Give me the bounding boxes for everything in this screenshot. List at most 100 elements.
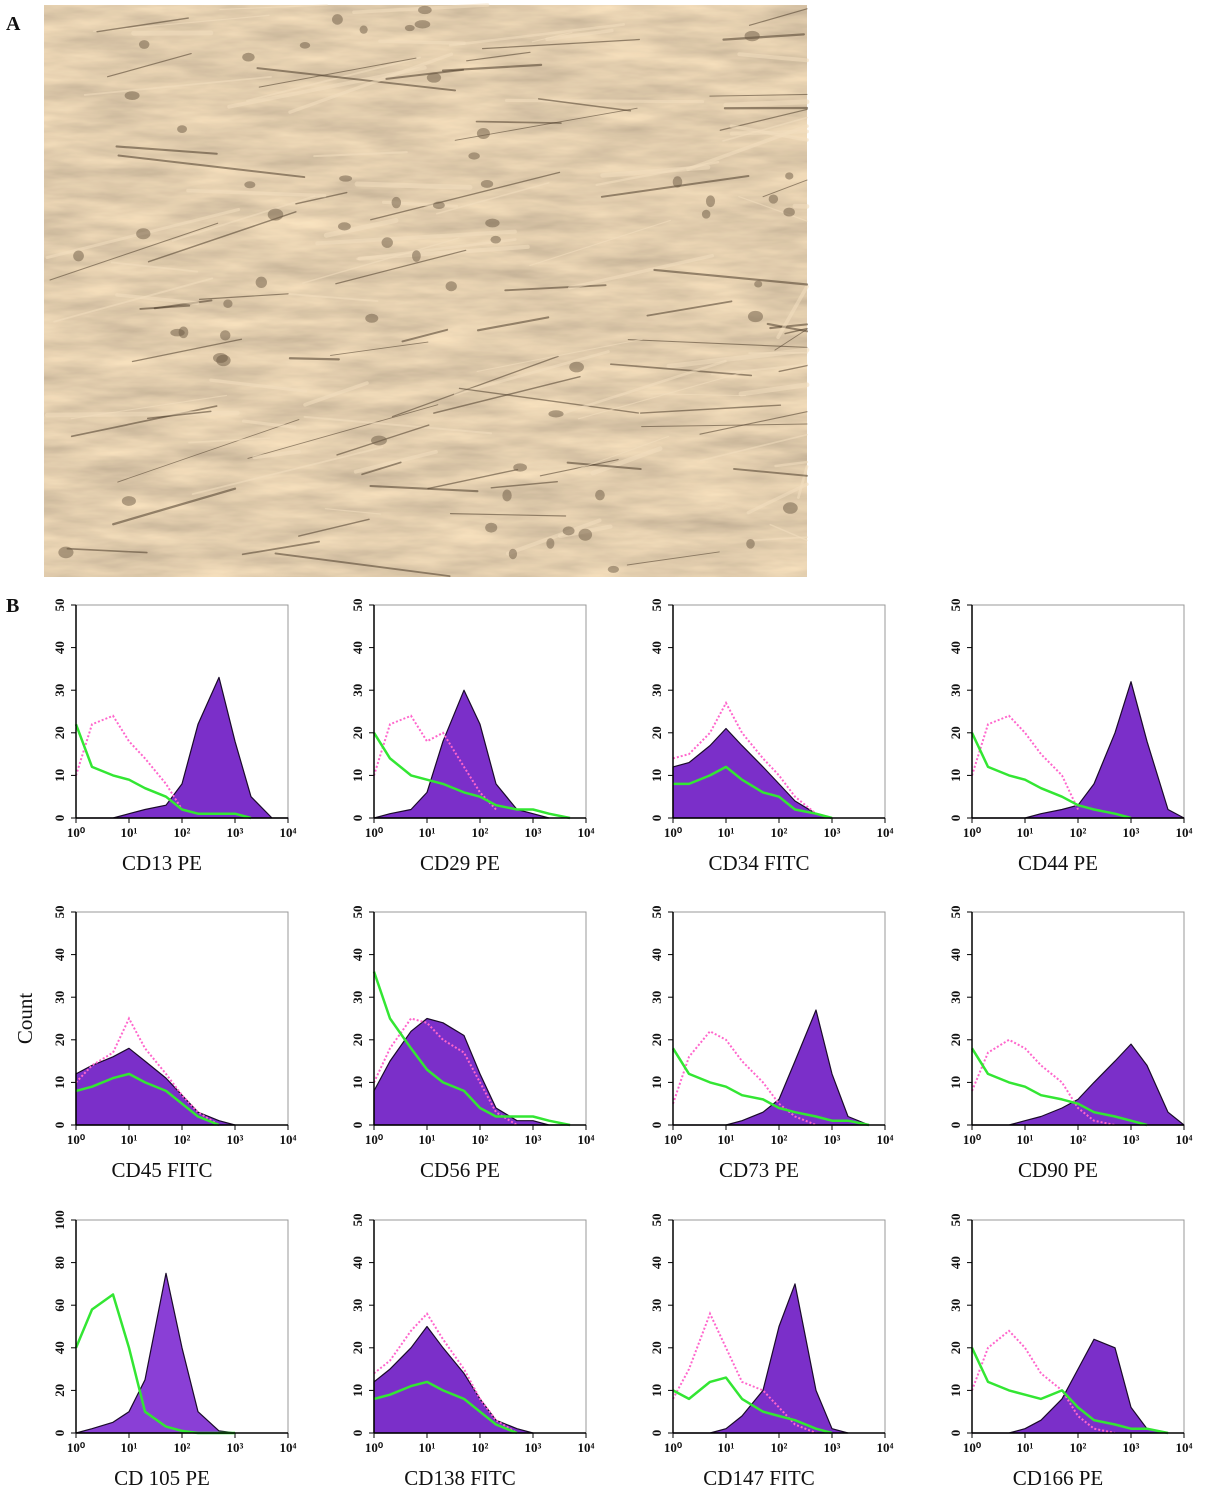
cell-nucleus — [509, 549, 517, 559]
x-axis-label: CD45 FITC — [112, 1158, 213, 1182]
cell-nucleus — [339, 175, 352, 181]
x-tick-label: 10³ — [525, 1440, 542, 1455]
y-tick-label: 0 — [52, 1122, 67, 1129]
y-tick-label: 0 — [52, 1430, 67, 1437]
x-tick-label: 10⁴ — [1176, 825, 1193, 840]
x-tick-label: 10² — [1070, 825, 1087, 840]
cell-nucleus — [371, 436, 387, 446]
y-tick-label: 60 — [52, 1299, 67, 1312]
cell-nucleus — [769, 194, 779, 203]
y-tick-label: 50 — [649, 1214, 664, 1227]
y-tick-label: 50 — [350, 599, 365, 612]
cell-nucleus — [706, 195, 715, 207]
micrograph — [44, 5, 807, 577]
cell-nucleus — [546, 538, 554, 549]
x-tick-label: 10² — [771, 1440, 788, 1455]
y-tick-label: 100 — [52, 1210, 67, 1230]
y-tick-label: 50 — [350, 906, 365, 919]
cell-nucleus — [745, 31, 760, 41]
x-tick-label: 10⁰ — [67, 1132, 86, 1147]
y-tick-label: 40 — [350, 1256, 365, 1269]
x-tick-label: 10² — [771, 1132, 788, 1147]
x-tick-label: 10³ — [227, 1440, 244, 1455]
y-tick-label: 40 — [649, 948, 664, 961]
y-tick-label: 10 — [350, 1384, 365, 1397]
x-tick-label: 10⁰ — [67, 825, 86, 840]
y-tick-label: 10 — [52, 769, 67, 782]
cell-nucleus — [427, 73, 441, 83]
y-tick-label: 20 — [649, 1033, 664, 1046]
x-tick-label: 10¹ — [1017, 1440, 1034, 1455]
x-tick-label: 10¹ — [419, 1132, 436, 1147]
x-tick-label: 10³ — [824, 1132, 841, 1147]
cell-nucleus — [569, 362, 584, 373]
y-tick-label: 10 — [52, 1076, 67, 1089]
histogram-area — [374, 1019, 570, 1126]
y-tick-label: 20 — [948, 726, 963, 739]
y-tick-label: 50 — [948, 599, 963, 612]
y-tick-label: 40 — [350, 641, 365, 654]
y-tick-label: 50 — [948, 1214, 963, 1227]
cell-nucleus — [365, 314, 378, 323]
y-tick-label: 10 — [948, 1384, 963, 1397]
y-tick-label: 30 — [948, 684, 963, 697]
y-tick-label: 20 — [948, 1341, 963, 1354]
cell-nucleus — [139, 40, 149, 49]
cell-nucleus — [73, 251, 84, 262]
x-tick-label: 10³ — [1123, 1132, 1140, 1147]
histogram-area — [972, 682, 1184, 818]
x-axis-label: CD13 PE — [122, 851, 202, 875]
y-tick-label: 20 — [649, 1341, 664, 1354]
cell-nucleus — [481, 180, 493, 188]
x-tick-label: 10⁰ — [664, 825, 683, 840]
y-tick-label: 40 — [948, 948, 963, 961]
y-tick-label: 20 — [52, 726, 67, 739]
cell-nucleus — [433, 202, 445, 209]
y-axis-label: Count — [13, 993, 37, 1045]
x-tick-label: 10² — [472, 1132, 489, 1147]
y-tick-label: 0 — [350, 1430, 365, 1437]
x-tick-label: 10¹ — [419, 1440, 436, 1455]
y-tick-label: 50 — [649, 599, 664, 612]
y-tick-label: 10 — [948, 1076, 963, 1089]
cell-nucleus — [783, 208, 795, 217]
cell-nucleus — [58, 547, 73, 559]
cell-nucleus — [268, 209, 284, 221]
cell-nucleus — [332, 14, 343, 25]
y-tick-label: 20 — [350, 726, 365, 739]
histogram-area — [972, 1044, 1184, 1125]
y-tick-label: 30 — [948, 1299, 963, 1312]
panel-label: A — [6, 13, 21, 35]
x-tick-label: 10⁴ — [280, 825, 297, 840]
cell-nucleus — [578, 529, 592, 541]
cell-nucleus — [468, 152, 479, 159]
y-tick-label: 40 — [350, 948, 365, 961]
x-tick-label: 10³ — [1123, 1440, 1140, 1455]
x-tick-label: 10⁰ — [664, 1440, 683, 1455]
histogram-area — [76, 1273, 235, 1433]
y-tick-label: 10 — [649, 1076, 664, 1089]
histogram-area — [76, 677, 288, 818]
x-tick-label: 10¹ — [1017, 825, 1034, 840]
y-tick-label: 50 — [52, 906, 67, 919]
y-tick-label: 10 — [350, 769, 365, 782]
y-tick-label: 10 — [649, 1384, 664, 1397]
y-tick-label: 30 — [649, 991, 664, 1004]
cell-nucleus — [405, 25, 415, 31]
cell-streak — [290, 358, 339, 359]
cell-streak — [357, 184, 470, 187]
x-tick-label: 10⁴ — [280, 1132, 297, 1147]
x-tick-label: 10² — [174, 825, 191, 840]
x-tick-label: 10¹ — [121, 825, 138, 840]
x-tick-label: 10⁰ — [963, 825, 982, 840]
x-tick-label: 10⁴ — [578, 1440, 595, 1455]
y-tick-label: 0 — [52, 815, 67, 822]
cell-nucleus — [490, 236, 501, 244]
cell-nucleus — [548, 410, 563, 417]
x-tick-label: 10³ — [525, 1132, 542, 1147]
cell-nucleus — [502, 490, 511, 502]
x-tick-label: 10³ — [525, 825, 542, 840]
cell-nucleus — [177, 125, 187, 133]
x-tick-label: 10¹ — [1017, 1132, 1034, 1147]
